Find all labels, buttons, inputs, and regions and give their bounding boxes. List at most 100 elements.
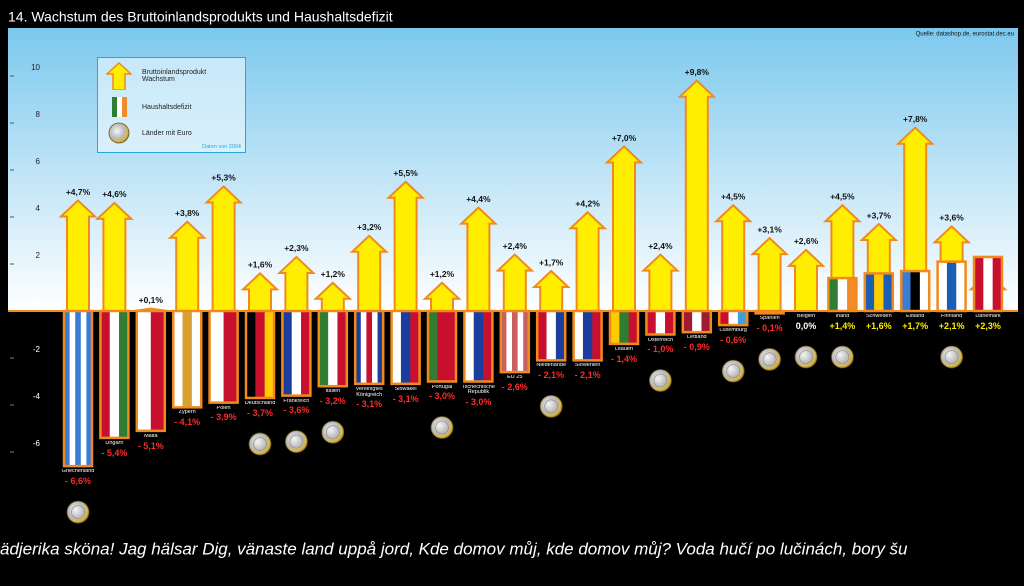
flag-stripe	[582, 311, 593, 361]
euro-coin-center	[71, 505, 85, 519]
country-label: Zypern	[178, 410, 196, 416]
deficit-labels: Slowenien - 2,1%	[562, 363, 614, 380]
flag-stripe	[80, 311, 87, 467]
deficit-label-box: Schweden+1,6%	[866, 314, 892, 331]
deficit-labels: Griechenland - 6,6%	[52, 469, 104, 486]
flag-stripe	[473, 311, 484, 382]
deficit-label-box: EU 25- 2,6%	[502, 375, 528, 392]
growth-label: +9,8%	[685, 67, 710, 77]
country-label: EU 25	[507, 375, 523, 381]
euro-coin-center	[325, 425, 340, 440]
flag-stripe	[282, 311, 293, 396]
flag-stripe	[655, 311, 666, 335]
deficit-labels: Litauen - 1,4%	[598, 347, 650, 364]
deficit-label-box: Tschechische Republik- 3,0%	[452, 385, 504, 408]
deficit-label-box: Polen- 3,9%	[210, 406, 237, 423]
deficit-label-box: Slowenien- 2,1%	[562, 363, 614, 380]
euro-coin	[794, 345, 818, 369]
deficit-bar	[135, 309, 167, 433]
deficit-label: - 0,1%	[756, 323, 783, 334]
deficit-bar	[390, 309, 421, 386]
deficit-label: - 3,6%	[283, 405, 310, 416]
deficit-label: - 3,1%	[356, 399, 383, 410]
deficit-label-box: Zypern- 4,1%	[174, 410, 200, 427]
growth-label: +5,3%	[211, 173, 236, 183]
flag-stripe	[919, 271, 930, 311]
flag-stripe	[728, 311, 739, 326]
flag-stripe	[377, 311, 384, 384]
deficit-label-box: Vereinigtes Königreich- 3,1%	[343, 387, 395, 410]
y-tick-label: -6	[33, 439, 41, 448]
deficit-label: +1,7%	[902, 320, 929, 331]
deficit-label: - 3,9%	[210, 412, 237, 423]
y-tick-label: 0	[36, 298, 41, 307]
flag-stripe	[109, 311, 120, 438]
flag-stripe	[974, 256, 984, 311]
growth-arrow	[94, 201, 134, 312]
deficit-labels: Irland +1,4%	[816, 314, 868, 331]
deficit-labels: Österreich - 1,0%	[634, 338, 686, 355]
flag-stripe	[86, 311, 93, 467]
flag-stripe	[100, 311, 111, 438]
flag-stripe	[246, 311, 256, 398]
country-label: Vereinigtes Königreich	[355, 386, 383, 398]
country-label: Dänemark	[975, 314, 1001, 319]
flag-stripe	[701, 311, 712, 333]
deficit-bar	[972, 255, 1004, 313]
deficit-label-box: Deutschland- 3,7%	[245, 401, 276, 418]
flag-stripe	[391, 311, 402, 384]
deficit-label: - 3,2%	[319, 395, 346, 406]
flag-stripe	[523, 311, 530, 373]
growth-arrow	[204, 185, 244, 312]
growth-label: +1,2%	[321, 269, 346, 279]
flag-stripe	[191, 311, 202, 408]
flag-stripe	[410, 311, 420, 384]
flag-stripe	[883, 273, 894, 311]
growth-arrow	[386, 180, 426, 312]
flag-stripe	[437, 311, 447, 382]
deficit-bar	[681, 309, 713, 334]
euro-coin	[940, 345, 963, 369]
deficit-label-box: Litauen- 1,4%	[598, 347, 650, 364]
flag-stripe	[864, 273, 875, 311]
flag-stripe	[628, 311, 639, 344]
growth-label: +4,5%	[830, 192, 855, 202]
deficit-label-box: Irland+1,4%	[816, 314, 868, 331]
y-tick-label: -4	[33, 392, 41, 401]
flag-stripe	[428, 311, 438, 382]
flag-stripe	[318, 311, 329, 387]
flag-stripe	[337, 311, 348, 387]
growth-label: +0,1%	[139, 295, 164, 305]
flag-stripe	[737, 311, 748, 326]
flag-stripe	[956, 261, 966, 311]
growth-arrow	[604, 145, 644, 312]
country-label: Slowenien	[574, 363, 601, 369]
deficit-label: - 2,1%	[538, 370, 565, 381]
growth-label: +5,5%	[393, 168, 418, 178]
flag-stripe	[209, 311, 224, 403]
growth-label: +1,2%	[430, 269, 455, 279]
legend-label: Haushaltsdefizit	[142, 103, 192, 111]
euro-coin	[831, 345, 854, 369]
deficit-labels: Tschechische Republik - 3,0%	[452, 385, 504, 408]
country-label: Spanien	[759, 316, 780, 322]
y-tick-label: 4	[36, 204, 41, 213]
growth-label: +1,6%	[248, 260, 273, 270]
deficit-label-box: Dänemark+2,3%	[975, 314, 1001, 331]
flag-stripe	[537, 311, 547, 361]
flag-stripe	[692, 311, 702, 333]
country-label: Lettland	[687, 335, 707, 341]
deficit-labels: Vereinigtes Königreich - 3,1%	[343, 387, 395, 410]
deficit-labels: Frankreich - 3,6%	[270, 399, 322, 416]
deficit-labels: Spanien - 0,1%	[744, 316, 796, 333]
flag-stripe	[173, 311, 183, 408]
flag-stripe	[665, 311, 675, 335]
deficit-bar	[208, 309, 239, 404]
euro-coin	[649, 369, 672, 392]
growth-arrow	[167, 220, 207, 312]
flag-stripe	[291, 311, 302, 396]
deficit-label: +2,3%	[975, 320, 1001, 331]
growth-label: +2,4%	[503, 241, 528, 251]
deficit-labels: Finnland +2,1%	[926, 314, 978, 331]
